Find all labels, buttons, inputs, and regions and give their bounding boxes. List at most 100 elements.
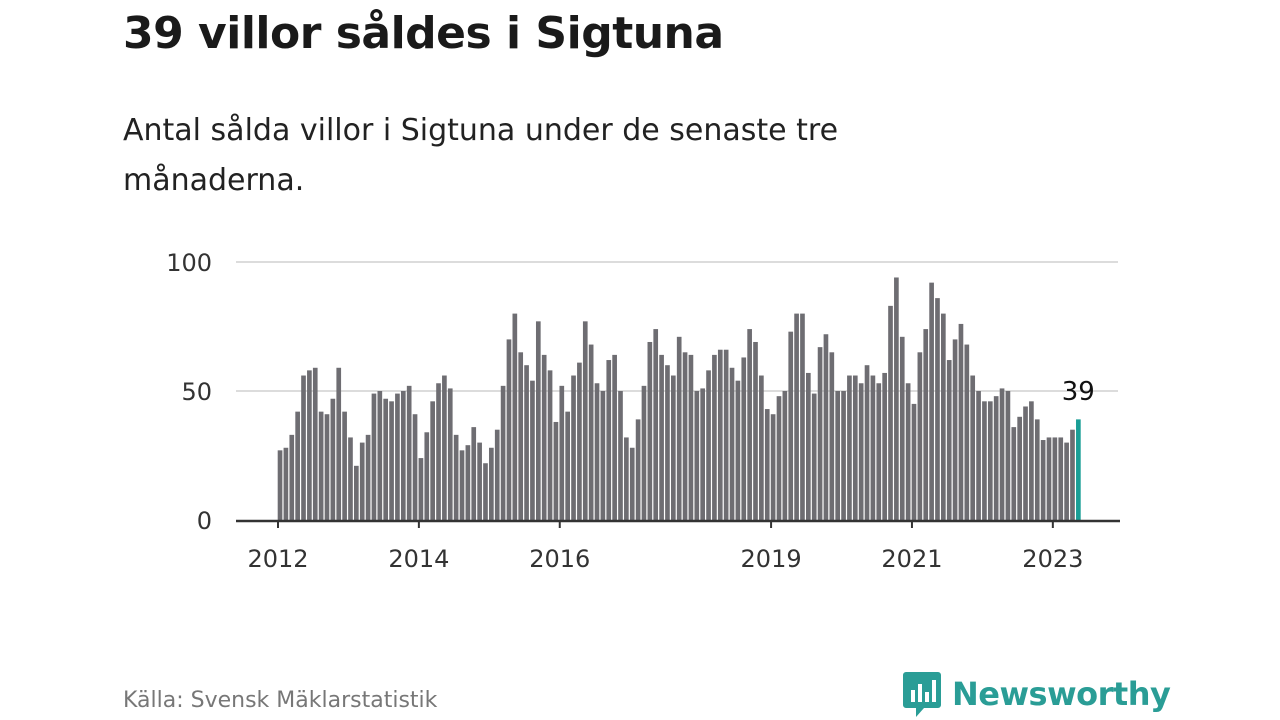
bar (999, 388, 1005, 520)
bar (759, 375, 764, 520)
bar (941, 313, 946, 520)
bar (412, 414, 418, 520)
bar (641, 385, 647, 520)
bar (1052, 437, 1058, 520)
brand-name: Newsworthy (952, 675, 1171, 713)
bar (465, 445, 471, 520)
bar (541, 354, 547, 520)
bar (923, 329, 929, 520)
bar (676, 336, 682, 520)
bar (377, 391, 383, 520)
bar (400, 391, 406, 520)
bar (1023, 406, 1028, 520)
bar (882, 372, 887, 520)
bar (359, 442, 365, 520)
bar (494, 429, 500, 520)
bar (571, 375, 576, 520)
bar (612, 354, 617, 520)
bar (976, 391, 981, 520)
bar (471, 427, 477, 520)
bar (330, 398, 336, 520)
bar (600, 391, 606, 520)
source-note: Källa: Svensk Mäklarstatistik (123, 688, 438, 713)
bar (389, 401, 394, 520)
bar (348, 437, 353, 520)
bar (858, 383, 864, 520)
bar (1046, 437, 1052, 520)
bar (776, 396, 782, 520)
bar (629, 447, 635, 520)
bar (582, 321, 588, 520)
bar (946, 360, 952, 520)
bar (788, 331, 794, 520)
bar (301, 375, 306, 520)
bar (964, 344, 970, 520)
bar (741, 357, 747, 520)
bar (277, 450, 283, 520)
bar (847, 375, 852, 520)
bar (295, 411, 300, 520)
bar (987, 401, 993, 520)
bar (876, 383, 882, 520)
bar (518, 352, 524, 520)
bar (852, 375, 858, 520)
bar (958, 323, 964, 520)
bar (447, 388, 453, 520)
bar (524, 365, 529, 520)
bar (753, 341, 758, 520)
bar (770, 414, 776, 520)
bar (888, 305, 893, 520)
bar (794, 313, 799, 520)
bar (318, 411, 324, 520)
bar (418, 458, 424, 520)
bar (747, 329, 752, 520)
bar (512, 313, 518, 520)
bar (723, 349, 729, 520)
bar (864, 365, 870, 520)
bar (289, 434, 295, 520)
bar (688, 354, 694, 520)
bar (670, 375, 676, 520)
bar (735, 380, 741, 520)
bar (1040, 440, 1046, 520)
bar (506, 339, 512, 520)
bar (993, 396, 999, 520)
bar (1005, 391, 1011, 520)
bar (1029, 401, 1034, 520)
bar (395, 393, 400, 520)
bar (729, 367, 735, 520)
bar (588, 344, 594, 520)
bar (459, 450, 465, 520)
y-tick-label: 0 (197, 507, 212, 535)
bar (594, 383, 600, 520)
bar (1017, 416, 1022, 520)
bar (553, 421, 559, 520)
x-tick-label: 2019 (741, 545, 802, 573)
x-tick-label: 2012 (247, 545, 308, 573)
bar (635, 419, 641, 520)
bar (647, 341, 653, 520)
bar (935, 298, 940, 520)
bar (817, 347, 823, 520)
bar (618, 391, 623, 520)
bar (354, 465, 359, 520)
bar (1058, 437, 1064, 520)
bar (717, 349, 723, 520)
newsworthy-logo-icon (903, 672, 941, 717)
bar (530, 380, 535, 520)
bar (307, 370, 312, 520)
bar (453, 434, 459, 520)
chart-subtitle: Antal sålda villor i Sigtuna under de se… (123, 113, 839, 198)
bar (365, 434, 371, 520)
bar (547, 370, 553, 520)
bar (577, 362, 582, 520)
bar (712, 354, 717, 520)
bar (436, 383, 441, 520)
bar (312, 367, 318, 520)
bar (911, 403, 917, 520)
x-tick-label: 2016 (529, 545, 590, 573)
bar (559, 385, 565, 520)
bar (489, 447, 494, 520)
bar (477, 442, 482, 520)
y-tick-label: 50 (181, 378, 212, 406)
